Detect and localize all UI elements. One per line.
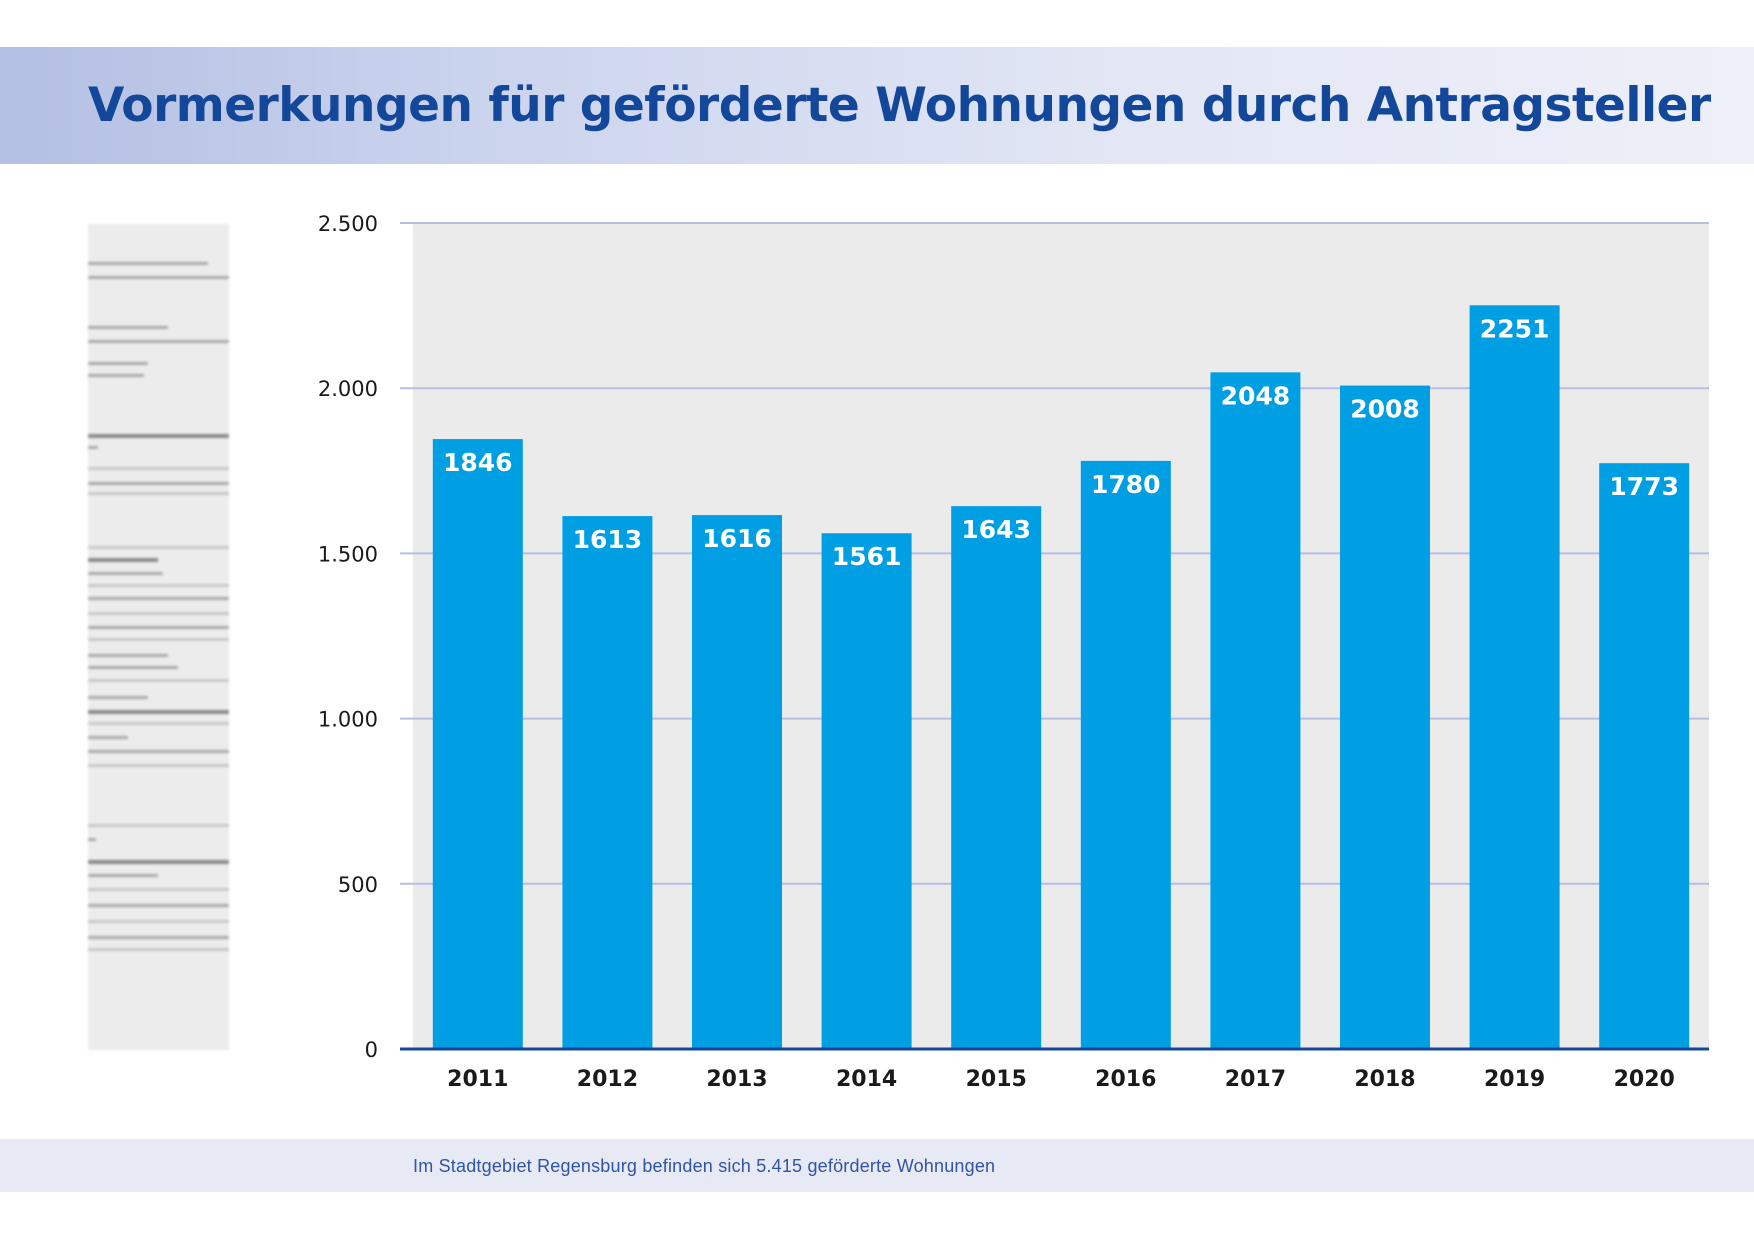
y-tick-label: 0 <box>365 1038 378 1062</box>
footer-band <box>0 1139 1754 1192</box>
y-tick-label: 2.500 <box>318 212 378 236</box>
x-tick-label: 2017 <box>1225 1067 1286 1092</box>
bar <box>432 439 523 1049</box>
data-label: 1643 <box>961 515 1031 544</box>
bar <box>562 516 653 1049</box>
y-tick-label: 2.000 <box>318 377 378 401</box>
data-label: 2048 <box>1221 381 1291 410</box>
data-label: 1846 <box>443 448 513 477</box>
x-tick-label: 2019 <box>1484 1067 1545 1092</box>
bar <box>1340 385 1430 1050</box>
data-label: 2008 <box>1350 395 1420 424</box>
x-tick-label: 2014 <box>836 1067 897 1092</box>
x-tick-label: 2015 <box>966 1067 1027 1092</box>
bar <box>821 533 912 1049</box>
blurred-document-icon <box>88 224 229 1050</box>
title-band <box>0 47 1754 164</box>
bar <box>692 515 782 1049</box>
x-tick-label: 2012 <box>577 1067 638 1092</box>
y-tick-label: 1.500 <box>318 542 378 566</box>
page-title: Vormerkungen für geförderte Wohnungen du… <box>88 78 1711 133</box>
data-label: 1561 <box>832 542 902 571</box>
x-tick-label: 2020 <box>1614 1067 1675 1092</box>
data-label: 2251 <box>1480 314 1550 343</box>
bar <box>1599 463 1690 1049</box>
data-label: 1773 <box>1609 472 1679 501</box>
bar <box>1080 460 1171 1049</box>
data-label: 1613 <box>573 525 643 554</box>
bar <box>1210 372 1301 1049</box>
x-tick-label: 2013 <box>706 1067 767 1092</box>
x-tick-label: 2016 <box>1095 1067 1156 1092</box>
y-tick-label: 1.000 <box>318 708 378 732</box>
y-tick-label: 500 <box>338 873 378 897</box>
data-label: 1616 <box>702 524 772 553</box>
footer-note: Im Stadtgebiet Regensburg befinden sich … <box>413 1156 996 1176</box>
bar <box>1469 305 1560 1049</box>
x-tick-label: 2011 <box>447 1067 508 1092</box>
data-label: 1780 <box>1091 470 1161 499</box>
x-tick-label: 2018 <box>1354 1067 1415 1092</box>
bar <box>951 506 1042 1049</box>
